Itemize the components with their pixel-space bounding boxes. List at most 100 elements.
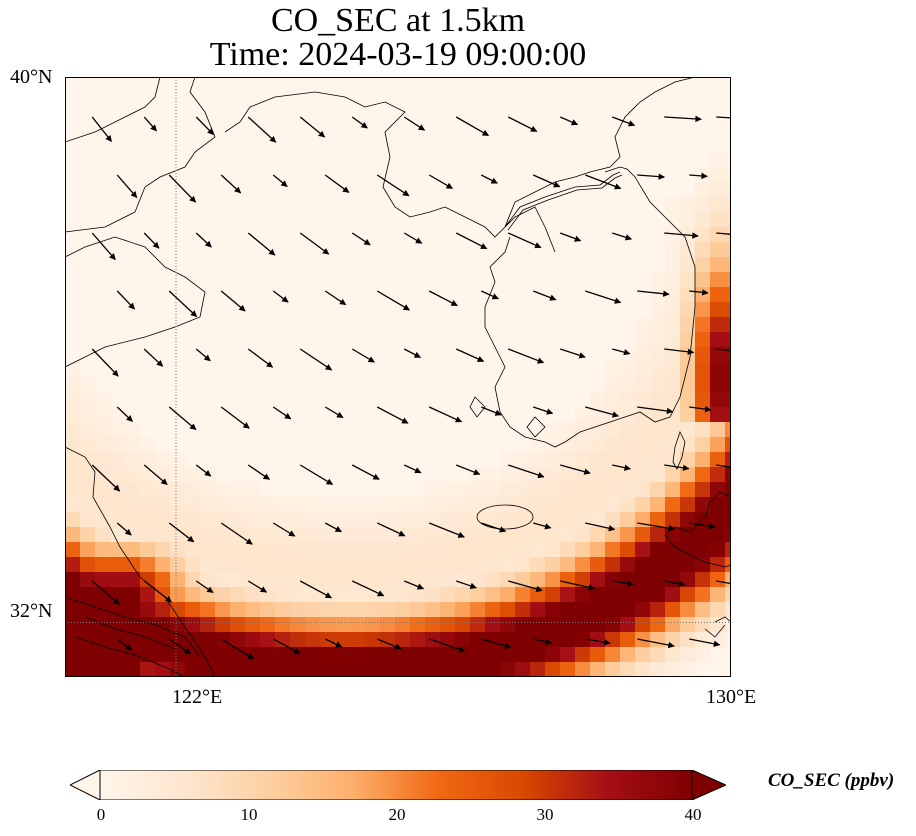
wind-arrow: [143, 580, 173, 603]
wind-arrow: [116, 174, 138, 198]
wind-arrow: [299, 232, 330, 255]
wind-arrow: [637, 522, 676, 532]
wind-arrow: [428, 174, 453, 190]
wind-arrow: [299, 464, 334, 485]
wind-arrow: [403, 348, 421, 358]
wind-arrow: [533, 638, 552, 645]
wind-arrow: [481, 522, 507, 533]
wind-arrow: [195, 232, 212, 248]
wind-arrow: [247, 580, 268, 593]
wind-arrow: [272, 290, 289, 303]
wind-arrow: [612, 348, 631, 356]
wind-arrow: [480, 174, 498, 184]
wind-arrow: [195, 116, 214, 136]
colorbar-label: CO_SEC (ppbv): [768, 770, 895, 791]
wind-arrow: [168, 406, 197, 431]
colorbar-tick-30: 30: [536, 805, 554, 824]
wind-arrow: [481, 406, 502, 416]
wind-arrow: [637, 290, 670, 297]
wind-arrow: [168, 638, 192, 655]
title-line-1: CO_SEC at 1.5km: [270, 2, 526, 39]
map-panel: [65, 77, 731, 677]
wind-arrow: [508, 464, 545, 479]
wind-arrow: [324, 174, 350, 193]
wind-arrow: [585, 638, 611, 646]
wind-arrow: [637, 173, 666, 180]
map-border: [65, 77, 731, 677]
wind-arrow: [168, 290, 198, 318]
wind-arrow: [91, 116, 113, 143]
wind-arrow: [324, 290, 347, 306]
map-title: CO_SEC at 1.5km Time: 2024-03-19 09:00:0…: [0, 4, 796, 72]
wind-arrow: [143, 348, 164, 367]
coastline: [65, 77, 731, 677]
wind-arrow: [716, 232, 731, 235]
wind-arrow: [272, 174, 288, 188]
wind-arrow: [220, 522, 253, 545]
wind-arrow: [351, 232, 371, 246]
wind-arrow: [220, 406, 250, 429]
colorbar-extend-max: [691, 770, 726, 800]
colorbar: [70, 770, 726, 800]
wind-arrow: [376, 522, 406, 537]
wind-arrow: [455, 116, 490, 137]
wind-arrow: [299, 116, 326, 138]
wind-arrow: [247, 464, 271, 480]
wind-arrow: [403, 464, 422, 474]
wind-arrow: [532, 174, 561, 188]
colorbar-tick-0: 0: [96, 805, 106, 824]
x-tick-label-130e: 130°E: [706, 686, 757, 708]
wind-arrow: [324, 406, 344, 419]
wind-arrow: [533, 406, 554, 415]
wind-arrow: [143, 232, 160, 249]
wind-arrow: [351, 464, 380, 480]
wind-arrow: [195, 348, 211, 362]
y-tick-label-32n: 32°N: [10, 600, 53, 622]
wind-arrow: [716, 348, 731, 352]
wind-arrow: [664, 232, 699, 239]
wind-arrow: [272, 406, 292, 420]
wind-arrow: [716, 464, 731, 468]
wind-arrow: [664, 580, 686, 587]
gridlines: [65, 77, 731, 677]
wind-arrow: [560, 348, 586, 359]
wind-arrow: [612, 464, 631, 471]
wind-arrow: [324, 638, 343, 648]
wind-arrow: [508, 580, 543, 593]
wind-arrow: [247, 116, 277, 143]
wind-arrow: [716, 580, 731, 585]
wind-arrow: [376, 290, 411, 311]
wind-arrow: [272, 522, 296, 537]
wind-arrow: [351, 580, 385, 597]
colorbar-extend-min: [70, 770, 101, 800]
wind-arrow: [716, 116, 731, 119]
wind-arrow: [403, 232, 423, 244]
wind-arrow: [247, 348, 274, 368]
colorbar-tick-10: 10: [240, 805, 258, 824]
wind-arrow: [689, 405, 712, 413]
wind-arrow: [560, 464, 591, 475]
wind-arrow: [612, 116, 636, 127]
co-plume-field: [65, 152, 731, 677]
wind-arrow: [428, 290, 458, 307]
y-tick-label-40n: 40°N: [10, 66, 53, 88]
map-canvas: [65, 77, 731, 677]
wind-arrow: [143, 116, 157, 132]
wind-arrow: [403, 116, 426, 131]
wind-arrow: [299, 348, 333, 371]
wind-arrow: [376, 406, 409, 424]
wind-arrow: [585, 290, 622, 304]
wind-arrow: [664, 464, 690, 471]
wind-arrow: [143, 464, 168, 486]
wind-arrow: [456, 580, 477, 589]
wind-arrow: [585, 406, 620, 418]
wind-arrow: [376, 638, 402, 650]
wind-arrow: [533, 522, 552, 530]
wind-arrow: [689, 638, 721, 647]
wind-arrow: [481, 638, 512, 649]
wind-arrow: [91, 232, 116, 261]
wind-arrow: [689, 522, 716, 530]
wind-arrow: [637, 406, 674, 415]
wind-arrow: [220, 638, 254, 660]
x-tick-label-122e: 122°E: [172, 686, 223, 708]
